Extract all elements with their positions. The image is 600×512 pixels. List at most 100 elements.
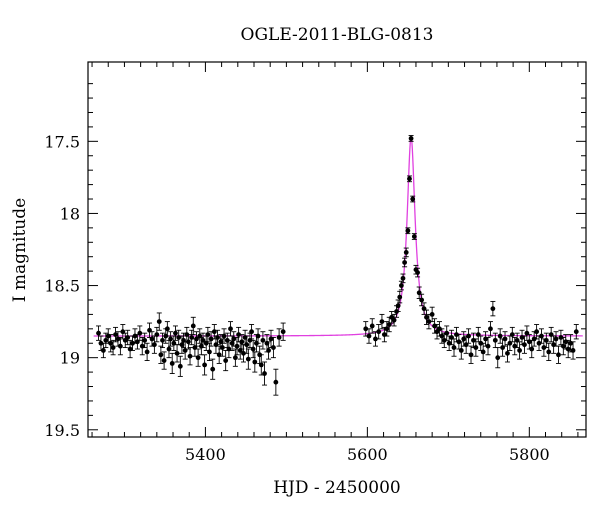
data-point-marker (403, 249, 409, 255)
y-tick-label: 19.5 (44, 421, 80, 440)
data-point-marker (560, 343, 566, 349)
data-point-marker (110, 345, 116, 350)
data-point (194, 331, 200, 347)
data-point (177, 355, 183, 377)
x-axis-label: HJD - 2450000 (273, 478, 401, 498)
data-point-marker (117, 343, 123, 349)
data-point-marker (142, 337, 148, 343)
data-point-marker (492, 337, 498, 343)
data-point-marker (252, 359, 258, 365)
data-point-marker (466, 333, 471, 339)
data-point (415, 267, 421, 278)
data-point-marker (228, 326, 233, 332)
data-point (543, 332, 549, 349)
data-point-marker (271, 345, 276, 350)
data-point (120, 324, 126, 340)
data-point-marker (391, 317, 397, 323)
data-point-marker (190, 323, 196, 329)
data-point (142, 332, 148, 349)
data-point (125, 329, 131, 346)
data-point (423, 309, 429, 325)
data-point-marker (529, 346, 535, 352)
data-point-marker (411, 234, 417, 239)
x-tick-label: 5400 (185, 445, 226, 464)
data-point (245, 348, 251, 370)
data-point-marker (249, 329, 254, 335)
data-point (495, 347, 501, 369)
data-point-marker (553, 336, 559, 342)
data-point (426, 313, 432, 330)
data-point-marker (152, 342, 157, 348)
data-point (110, 339, 116, 356)
data-point (524, 325, 530, 341)
data-point (205, 326, 211, 343)
data-point-marker (266, 348, 271, 353)
data-point (232, 348, 238, 367)
data-point (171, 335, 177, 351)
data-point (403, 247, 409, 258)
data-point (144, 342, 150, 362)
data-point-marker (573, 329, 579, 335)
data-point-marker (565, 346, 571, 352)
data-point (391, 313, 397, 327)
data-point-marker (397, 294, 403, 300)
data-point (466, 328, 472, 344)
data-point-marker (480, 349, 486, 355)
data-point (154, 326, 160, 343)
data-point (247, 332, 253, 349)
data-point (174, 344, 180, 363)
data-point (560, 337, 566, 356)
data-point-marker (439, 333, 445, 339)
data-point-marker (490, 306, 496, 312)
data-point (219, 338, 225, 357)
data-point (96, 325, 102, 341)
data-point-marker (187, 353, 193, 359)
data-point-marker (502, 336, 508, 342)
y-tick-label: 19 (60, 349, 80, 368)
data-point-marker (260, 337, 266, 343)
data-point (573, 324, 579, 340)
data-point-marker (221, 333, 227, 339)
data-point (502, 331, 508, 347)
data-point-marker (408, 136, 414, 141)
data-point (376, 324, 382, 340)
data-point (405, 227, 411, 235)
data-point-marker (373, 336, 378, 342)
y-tick-label: 18.5 (44, 277, 80, 296)
data-point-marker (556, 352, 561, 358)
data-point (255, 328, 261, 344)
data-point-marker (244, 342, 250, 348)
data-point-marker (468, 352, 474, 358)
data-point (169, 352, 175, 374)
data-point-marker (369, 323, 375, 329)
data-point-marker (363, 326, 369, 332)
data-point-marker (103, 337, 109, 343)
data-point (108, 334, 114, 353)
data-point-marker (395, 303, 401, 309)
data-point (500, 338, 506, 357)
data-point (103, 332, 109, 349)
data-point-marker (384, 326, 390, 332)
data-point-marker (495, 355, 501, 361)
y-axis-label: I magnitude (10, 198, 30, 302)
data-point-marker (255, 333, 261, 339)
data-point-marker (543, 337, 549, 343)
data-point (187, 347, 193, 366)
data-point (504, 344, 510, 363)
data-point (234, 337, 240, 356)
data-point (147, 322, 153, 338)
data-point-marker (407, 176, 412, 182)
data-point-marker (173, 330, 178, 336)
x-tick-label: 5600 (347, 445, 388, 464)
data-point-marker (424, 314, 429, 320)
data-point (565, 339, 571, 359)
data-point-marker (539, 333, 544, 339)
data-point (521, 335, 527, 354)
data-point-marker (241, 350, 246, 356)
data-point-marker (458, 348, 464, 353)
data-point (408, 135, 414, 142)
data-point (195, 348, 201, 367)
data-point (538, 328, 544, 344)
y-tick-label: 17.5 (44, 132, 80, 151)
data-point-marker (546, 349, 552, 355)
